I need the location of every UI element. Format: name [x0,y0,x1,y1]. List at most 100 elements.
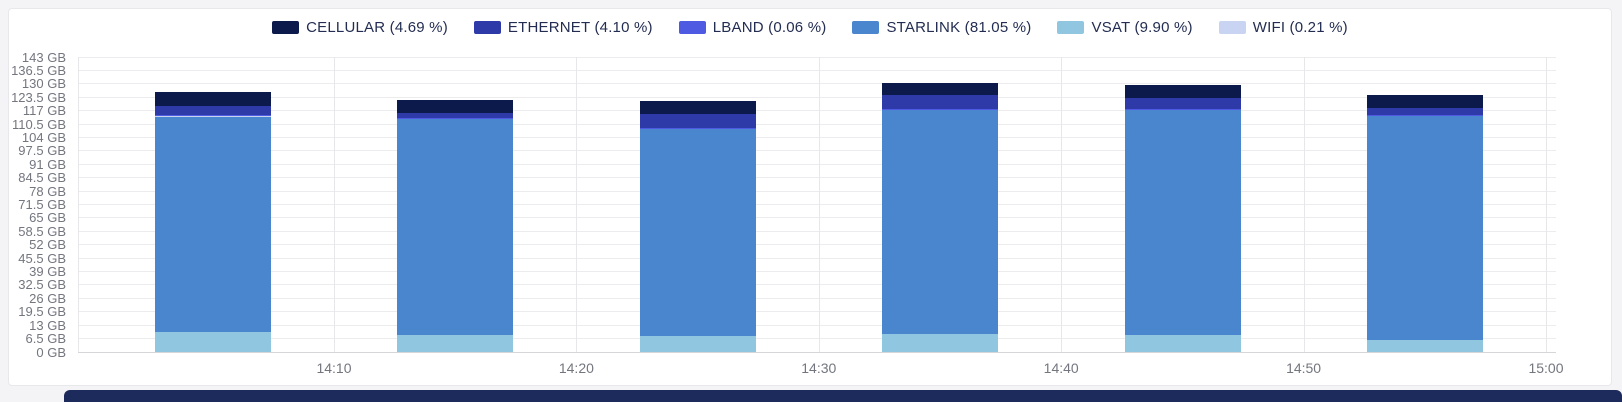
legend-item-starlink[interactable]: STARLINK (81.05 %) [852,19,1031,36]
y-axis-tick-label: 130 GB [21,76,66,92]
y-axis-tick-label: 143 GB [21,49,66,65]
bar-segment-cellular[interactable] [882,82,999,95]
legend-label: CELLULAR (4.69 %) [306,19,448,36]
gridline-horizontal [78,56,1556,58]
stacked-bar [639,57,756,352]
bar-segment-cellular[interactable] [1367,95,1483,108]
gridline-horizontal [78,83,1556,85]
gridline-horizontal [78,257,1556,259]
gridline-vertical [1303,57,1305,352]
bar-segment-starlink[interactable] [639,128,756,336]
bar-segment-vsat[interactable] [397,334,514,352]
y-axis-tick-label: 58.5 GB [18,223,66,239]
legend-swatch-ethernet [473,21,501,34]
gridline-horizontal [78,163,1556,165]
bar-segment-cellular[interactable] [639,100,756,115]
legend-item-ethernet[interactable]: ETHERNET (4.10 %) [473,19,653,36]
legend-item-wifi[interactable]: WIFI (0.21 %) [1218,19,1348,36]
y-axis-tick-label: 13 GB [29,317,66,333]
legend-item-lband[interactable]: LBAND (0.06 %) [678,19,827,36]
bar-segment-ethernet[interactable] [1124,97,1241,109]
x-axis-tick-label: 14:40 [1043,360,1079,376]
gridline-horizontal [78,244,1556,246]
stacked-bar [155,57,271,352]
y-axis-tick-label: 26 GB [29,290,66,306]
legend-swatch-wifi [1218,21,1246,34]
bar-segment-starlink[interactable] [155,116,271,332]
y-axis-tick-label: 65 GB [29,210,66,226]
bar-segment-cellular[interactable] [397,99,514,113]
gridline-vertical [576,57,578,352]
legend-label: VSAT (9.90 %) [1091,19,1193,36]
bar-segment-vsat[interactable] [1124,335,1241,352]
gridline-horizontal [78,271,1556,273]
legend-item-cellular[interactable]: CELLULAR (4.69 %) [272,19,448,36]
y-axis-tick-label: 52 GB [29,237,66,253]
y-axis-tick-label: 32.5 GB [18,277,66,293]
gridline-horizontal [78,324,1556,326]
x-axis-tick-label: 14:20 [558,360,594,376]
gridline-horizontal [78,338,1556,340]
legend-swatch-starlink [852,21,880,34]
gridline-horizontal [78,351,1556,353]
bar-segment-starlink[interactable] [1367,116,1483,341]
bar-segment-starlink[interactable] [397,118,514,335]
next-panel-header-strip [64,390,1622,402]
gridline-horizontal [78,297,1556,299]
gridline-horizontal [78,311,1556,313]
gridline-horizontal [78,69,1556,71]
legend-swatch-lband [678,21,706,34]
legend-label: LBAND (0.06 %) [712,19,827,36]
gridline-horizontal [78,217,1556,219]
bar-segment-starlink[interactable] [1124,109,1241,336]
bar-segment-vsat[interactable] [639,335,756,352]
legend-label: ETHERNET (4.10 %) [507,19,653,36]
y-axis-tick-label: 78 GB [29,183,66,199]
gridline-horizontal [78,123,1556,125]
gridline-vertical [334,57,335,352]
chart-panel-card: CELLULAR (4.69 %) ETHERNET (4.10 %) LBAND … [8,8,1612,386]
stacked-bar [882,57,999,352]
bar-segment-ethernet[interactable] [155,105,271,116]
legend-item-vsat[interactable]: VSAT (9.90 %) [1057,19,1193,36]
y-axis-tick-label: 39 GB [29,264,66,280]
y-axis-tick-label: 0 GB [36,344,66,360]
y-axis-tick-label: 71.5 GB [18,197,66,212]
x-axis-tick-label: 14:30 [801,360,837,376]
bar-segment-ethernet[interactable] [1367,107,1483,116]
bar-segment-vsat[interactable] [155,331,271,352]
bar-segment-ethernet[interactable] [397,112,514,119]
gridline-horizontal [78,96,1556,98]
y-axis-tick-label: 19.5 GB [18,304,66,320]
y-axis-tick-label: 84.5 GB [18,170,66,186]
gridline-horizontal [78,230,1556,232]
gridline-horizontal [78,284,1556,286]
bar-segment-ethernet[interactable] [639,114,756,128]
bar-segment-wifi[interactable] [639,127,756,129]
bar-segment-wifi[interactable] [882,109,999,110]
bar-segment-cellular[interactable] [1124,85,1241,98]
y-axis-tick-label: 45.5 GB [18,250,66,266]
chart-legend: CELLULAR (4.69 %) ETHERNET (4.10 %) LBAND … [9,19,1611,36]
gridline-horizontal [78,204,1556,205]
bar-segment-vsat[interactable] [1367,340,1483,352]
y-axis-tick-label: 6.5 GB [25,331,66,347]
gridline-horizontal [78,190,1556,192]
bar-segment-starlink[interactable] [882,110,999,334]
bar-segment-wifi[interactable] [1124,108,1241,110]
gridline-horizontal [78,177,1556,179]
y-axis-tick-label: 117 GB [22,103,66,119]
bar-segment-wifi[interactable] [1367,115,1483,116]
bar-segment-wifi[interactable] [397,118,514,119]
y-axis-tick-label: 97.5 GB [18,143,66,159]
stacked-bar [397,57,514,352]
bar-segment-ethernet[interactable] [882,94,999,110]
bar-segment-wifi[interactable] [155,115,271,117]
stacked-bar [1367,57,1483,352]
bar-segment-vsat[interactable] [882,333,999,352]
x-axis-tick-label: 14:10 [316,360,352,376]
bar-segment-cellular[interactable] [155,91,271,106]
stacked-bar [1124,57,1241,352]
x-axis-tick-label: 15:00 [1528,360,1564,376]
